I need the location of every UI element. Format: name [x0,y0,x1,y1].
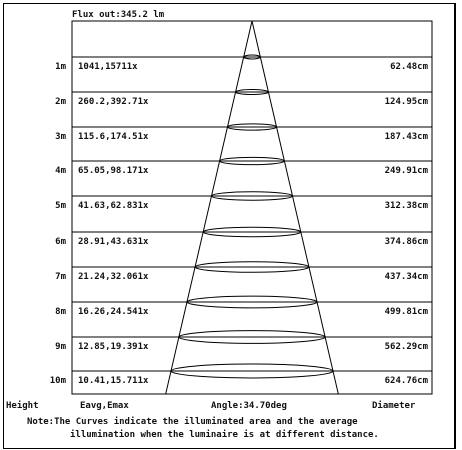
illumination-ellipse-3 [226,123,278,131]
illumination-ellipse-5 [211,191,293,201]
row-height-label: 5m [55,201,66,211]
row-diameter-value: 374.86cm [385,237,429,247]
diagram-frame [3,3,455,449]
light-cone [165,20,339,395]
row-diameter-value: 312.38cm [385,201,429,211]
row-height-label: 2m [55,97,66,107]
row-height-label: 10m [50,376,67,386]
row-height-label: 9m [55,342,66,352]
illumination-ellipse-2 [235,88,269,96]
row-height-label: 1m [55,62,66,72]
illumination-ellipse-4 [219,156,285,166]
row-illuminance-value: 260.2,392.71x [78,97,149,107]
grid-lines [71,20,433,395]
illumination-ellipse-9 [178,330,326,344]
illumination-ellipse-8 [186,295,318,309]
row-height-label: 6m [55,237,66,247]
cone-left-edge [165,20,253,395]
row-diameter-value: 187.43cm [385,132,429,142]
illumination-ellipse-6 [202,226,302,238]
diameter-column-label: Diameter [372,401,416,411]
cone-right-edge [251,20,339,395]
flux-output-label: Flux out:345.2 lm [72,10,165,20]
beam-angle-label: Angle:34.70deg [211,401,287,411]
row-illuminance-value: 28.91,43.631x [78,237,149,247]
illumination-ellipse-7 [194,261,310,273]
row-diameter-value: 249.91cm [385,166,429,176]
illumination-ellipse-1 [243,54,261,60]
row-diameter-value: 437.34cm [385,272,429,282]
row-illuminance-value: 16.26,24.541x [78,307,149,317]
row-labels: 1m 1041,15711x 62.48cm 2m 260.2,392.71x 124.9… [50,62,429,386]
illuminance-column-label: Eavg,Emax [80,401,129,411]
row-illuminance-value: 115.6,174.51x [78,132,149,142]
row-illuminance-value: 21.24,32.061x [78,272,149,282]
right-border-line [455,3,456,449]
row-height-label: 3m [55,132,66,142]
row-diameter-value: 124.95cm [385,97,429,107]
row-diameter-value: 499.81cm [385,307,429,317]
note-line-1: Note:The Curves indicate the illuminated… [27,417,358,427]
row-illuminance-value: 65.05,98.171x [78,166,149,176]
row-diameter-value: 624.76cm [385,376,429,386]
row-diameter-value: 562.29cm [385,342,429,352]
row-illuminance-value: 12.85,19.391x [78,342,149,352]
row-illuminance-value: 10.41,15.711x [78,376,149,386]
height-column-label: Height [6,401,39,411]
note-line-2: illumination when the luminaire is at di… [70,430,379,440]
illumination-ellipse-10 [170,363,334,379]
row-height-label: 4m [55,166,66,176]
row-diameter-value: 62.48cm [390,62,429,72]
row-illuminance-value: 41.63,62.831x [78,201,149,211]
row-illuminance-value: 1041,15711x [78,62,138,72]
row-height-label: 7m [55,272,66,282]
row-height-label: 8m [55,307,66,317]
